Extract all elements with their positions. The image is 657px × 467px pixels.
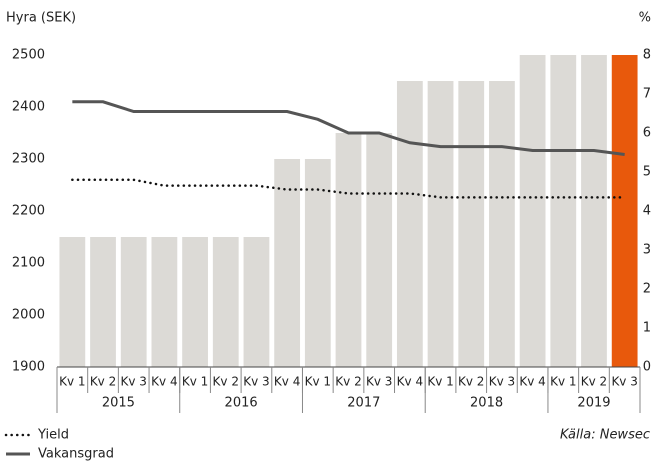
x-tick-label: Kv 1 (59, 375, 85, 389)
y2-tick-label: 5 (643, 165, 651, 180)
x-tick-label: Kv 2 (335, 375, 361, 389)
x-tick-label: Kv 2 (581, 375, 607, 389)
x-tick-label: Kv 4 (151, 375, 177, 389)
legend-label: Vakansgrad (38, 447, 114, 462)
y-tick-label: 2500 (12, 48, 45, 63)
bar (519, 55, 546, 367)
bar (550, 55, 577, 367)
y-tick-label: 2200 (12, 204, 45, 219)
x-tick-label: Kv 3 (243, 375, 269, 389)
bar (366, 133, 393, 367)
bar (151, 237, 178, 367)
x-tick-label: Kv 1 (550, 375, 576, 389)
y2-tick-label: 4 (643, 204, 651, 219)
bar (611, 55, 638, 367)
bar (182, 237, 208, 367)
bar (212, 237, 239, 367)
line-series (72, 100, 625, 156)
y2-axis-label: % (639, 11, 651, 26)
x-group-label: 2015 (102, 396, 135, 411)
y-tick-label: 1900 (12, 360, 45, 375)
y2-tick-label: 6 (643, 126, 651, 141)
y-tick-label: 2000 (12, 308, 45, 323)
x-tick-label: Kv 2 (213, 375, 239, 389)
y-tick-label: 2300 (12, 152, 45, 167)
y-tick-label: 2400 (12, 100, 45, 115)
x-tick-label: Kv 3 (489, 375, 515, 389)
bar (489, 81, 515, 367)
x-tick-label: Kv 4 (274, 375, 300, 389)
x-tick-label: Kv 3 (366, 375, 392, 389)
legend-label: Yield (37, 428, 69, 443)
x-tick-label: Kv 4 (519, 375, 545, 389)
x-tick-label: Kv 2 (90, 375, 116, 389)
y-tick-label: 2100 (12, 256, 45, 271)
y2-tick-label: 3 (643, 243, 651, 258)
bar (304, 159, 331, 367)
bar (396, 81, 423, 367)
bar (120, 237, 147, 367)
x-group-label: 2017 (347, 396, 380, 411)
x-tick-label: Kv 3 (120, 375, 146, 389)
x-tick-label: Kv 1 (305, 375, 331, 389)
bar (274, 159, 301, 367)
bar (427, 81, 454, 367)
bar (59, 237, 86, 367)
y2-tick-label: 0 (643, 360, 651, 375)
y2-tick-label: 8 (643, 48, 651, 63)
y2-tick-label: 1 (643, 321, 651, 336)
x-tick-label: Kv 1 (427, 375, 453, 389)
y-axis-label: Hyra (SEK) (6, 11, 76, 26)
source: Källa: Newsec (560, 428, 650, 443)
x-tick-label: Kv 2 (458, 375, 484, 389)
x-group-label: 2018 (470, 396, 503, 411)
x-group-label: 2016 (225, 396, 258, 411)
x-tick-label: Kv 3 (611, 375, 637, 389)
y2-tick-label: 2 (643, 282, 651, 297)
x-group-label: 2019 (577, 396, 610, 411)
bar (458, 81, 485, 367)
bar (90, 237, 116, 367)
bar (243, 237, 270, 367)
bar (581, 55, 607, 367)
bar (335, 133, 362, 367)
x-tick-label: Kv 4 (397, 375, 423, 389)
y2-tick-label: 7 (643, 87, 651, 102)
x-tick-label: Kv 1 (182, 375, 208, 389)
